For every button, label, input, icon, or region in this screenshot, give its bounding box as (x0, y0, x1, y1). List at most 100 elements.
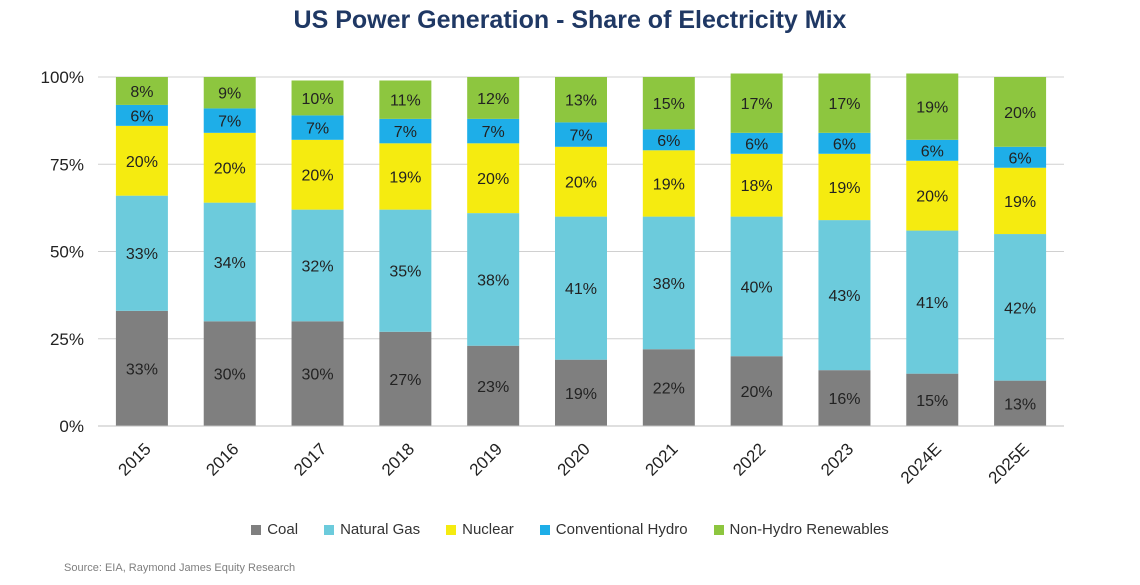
data-label: 27% (389, 372, 421, 389)
data-label: 19% (916, 100, 948, 117)
legend-label: Natural Gas (340, 521, 421, 538)
data-label: 6% (921, 143, 944, 160)
legend-swatch (446, 524, 457, 535)
chart-title: US Power Generation - Share of Electrici… (293, 6, 847, 34)
legend-swatch (251, 524, 262, 535)
bar-segment (291, 80, 344, 116)
bar-segment (203, 77, 256, 109)
source-note: Source: EIA, Raymond James Equity Resear… (64, 562, 296, 574)
x-tick-label: 2025E (985, 439, 1033, 487)
bar-segment (730, 356, 783, 426)
bar-segment (291, 139, 344, 210)
data-label: 22% (653, 381, 685, 398)
bar-segment (818, 73, 871, 133)
legend-swatch (713, 524, 724, 535)
y-tick-label: 0% (59, 417, 84, 436)
bar-segment (730, 73, 783, 133)
data-label: 7% (306, 121, 329, 138)
bar-segment (818, 370, 871, 426)
data-label: 7% (394, 124, 417, 141)
data-label: 20% (741, 384, 773, 401)
data-label: 12% (477, 91, 509, 108)
legend-item: Coal (251, 521, 298, 538)
bar-segment (994, 380, 1047, 426)
bar-segment (642, 216, 695, 350)
legend-swatch (539, 524, 550, 535)
data-label: 40% (741, 279, 773, 296)
y-tick-label: 100% (41, 68, 84, 87)
x-tick-label: 2022 (729, 439, 769, 479)
bar-segment (379, 80, 432, 119)
bar-segment (818, 220, 871, 371)
data-label: 38% (477, 272, 509, 289)
data-label: 34% (214, 255, 246, 272)
bar-segment (115, 77, 168, 105)
data-label: 15% (916, 393, 948, 410)
data-label: 19% (565, 386, 597, 403)
bar-segment (906, 373, 959, 426)
bar-segment (555, 146, 607, 217)
bar-segment (467, 77, 520, 119)
data-label: 13% (1004, 396, 1036, 413)
data-label: 6% (1009, 150, 1032, 167)
bar-segment (906, 160, 959, 231)
bar-segment (730, 216, 783, 357)
x-tick-label: 2021 (641, 439, 681, 479)
bar-segment (906, 230, 959, 374)
legend-item: Natural Gas (324, 521, 420, 538)
x-tick-label: 2017 (290, 439, 330, 479)
data-label: 20% (1004, 105, 1036, 122)
data-label: 30% (214, 367, 246, 384)
bar-segment (379, 118, 432, 144)
bar-segment (467, 143, 520, 214)
data-label: 7% (569, 128, 592, 145)
bar-segment (115, 195, 168, 311)
bar-segment (203, 202, 256, 322)
bar-segment (642, 129, 695, 151)
bar-segment (291, 321, 344, 426)
bar-segment (115, 104, 168, 126)
data-label: 20% (126, 154, 158, 171)
x-tick-label: 2015 (115, 439, 155, 479)
data-label: 41% (565, 281, 597, 298)
data-label: 9% (218, 86, 241, 103)
data-label: 32% (302, 258, 334, 275)
data-label: 8% (130, 84, 153, 101)
data-label: 19% (389, 169, 421, 186)
data-label: 42% (1004, 300, 1036, 317)
legend-label: Coal (267, 521, 299, 538)
legend-item: Non-Hydro Renewables (713, 521, 889, 538)
bar-segment (203, 108, 256, 133)
data-label: 33% (126, 246, 158, 263)
bar-segment (994, 146, 1047, 168)
data-label: 6% (833, 136, 856, 153)
bar-segment (379, 331, 432, 426)
bar-segment (291, 209, 344, 322)
bar-segment (818, 153, 871, 221)
data-label: 16% (828, 391, 860, 408)
bar-segment (555, 216, 607, 360)
y-tick-label: 25% (50, 330, 84, 349)
data-label: 41% (916, 295, 948, 312)
data-label: 35% (389, 264, 421, 281)
legend-item: Conventional Hydro (539, 521, 688, 538)
bar-segment (555, 122, 607, 147)
bar-segment (642, 349, 695, 426)
data-label: 20% (477, 171, 509, 188)
data-label: 43% (828, 288, 860, 305)
data-label: 20% (302, 168, 334, 185)
y-tick-label: 50% (50, 243, 84, 262)
data-label: 23% (477, 379, 509, 396)
bar-segment (906, 139, 959, 161)
bar-segment (994, 77, 1047, 147)
x-tick-label: 2020 (554, 439, 594, 479)
bar-segment (115, 125, 168, 196)
bar-segment (994, 234, 1047, 381)
data-label: 10% (302, 91, 334, 108)
data-label: 30% (302, 367, 334, 384)
bar-segment (379, 143, 432, 210)
bar-segment (818, 132, 871, 154)
data-label: 38% (653, 276, 685, 293)
data-label: 7% (218, 114, 241, 131)
bar-segment (467, 345, 520, 426)
